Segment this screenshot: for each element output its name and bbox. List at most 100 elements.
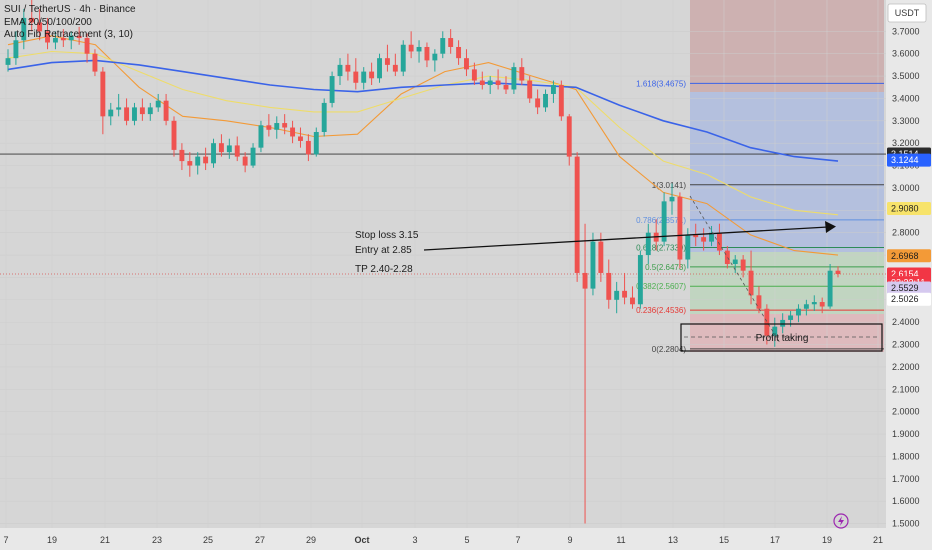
candle-body: [234, 145, 240, 157]
candle-body: [637, 255, 643, 305]
candle-body: [487, 80, 493, 86]
x-tick-label: Oct: [354, 535, 369, 545]
candle-body: [788, 315, 794, 320]
candle-body: [68, 35, 74, 41]
x-tick-label: 19: [47, 535, 57, 545]
candle-body: [60, 38, 66, 41]
candle-body: [724, 250, 730, 264]
candle-body: [163, 100, 169, 121]
candle-body: [377, 58, 382, 79]
flash-icon-bolt: [838, 516, 844, 526]
x-tick-label: 11: [616, 535, 625, 545]
symbol-title: SUI / TetherUS · 4h · Binance: [4, 4, 136, 15]
y-tick-label: 3.5000: [892, 71, 920, 81]
y-tick-label: 2.0000: [892, 407, 920, 417]
candle-body: [448, 38, 454, 47]
candle-body: [796, 308, 801, 316]
fib-level-label: 0.618(2.7339): [636, 243, 686, 252]
y-tick-label: 3.2000: [892, 138, 920, 148]
candle-body: [574, 156, 580, 273]
projection-dashed-line: [689, 195, 781, 344]
price-tag-box: [887, 202, 931, 216]
x-tick-label: 5: [464, 535, 469, 545]
candle-body: [756, 295, 762, 309]
candle-body: [305, 140, 311, 155]
fib-level-label: 0.382(2.5607): [636, 282, 686, 291]
x-tick-label: 9: [567, 535, 572, 545]
y-tick-label: 1.7000: [892, 474, 920, 484]
candle-body: [464, 58, 469, 70]
currency-button[interactable]: USDT: [895, 8, 920, 18]
chart-legend: SUI / TetherUS · 4h · Binance EMA 20/50/…: [4, 4, 136, 42]
x-tick-label: 13: [668, 535, 678, 545]
candle-body: [250, 147, 256, 166]
candle-body: [630, 297, 635, 305]
candle-body: [321, 102, 327, 132]
candle-body: [535, 98, 541, 108]
candle-body: [495, 80, 501, 86]
candle-body: [84, 38, 90, 54]
candle-body: [187, 161, 193, 166]
candle-body: [92, 53, 98, 72]
candle-body: [290, 127, 296, 137]
candle-body: [52, 38, 58, 43]
stop-loss-annotation: Stop loss 3.15: [355, 230, 419, 241]
fib-level-label: 0.236(2.4536): [636, 306, 686, 315]
candle-body: [590, 241, 596, 289]
fib-indicator-label[interactable]: Auto Fib Retracement (3, 10): [4, 29, 133, 40]
profit-taking-box: [680, 323, 883, 352]
y-tick-label: 3.6000: [892, 49, 920, 59]
y-tick-label: 2.8000: [892, 228, 920, 238]
x-tick-label: 21: [100, 535, 110, 545]
profit-taking-label: Profit taking: [756, 333, 809, 344]
price-axis-background: [886, 0, 932, 528]
currency-button-box[interactable]: [887, 3, 927, 23]
price-tag: 2.6154: [891, 269, 919, 279]
y-tick-label: 3.3000: [892, 116, 920, 126]
candle-body: [661, 201, 667, 242]
candle-body: [835, 270, 841, 275]
ema-line: [7, 50, 839, 216]
candle-body: [543, 93, 548, 108]
candle-body: [827, 270, 833, 307]
candle-body: [29, 17, 35, 23]
stop-zone: [690, 0, 884, 92]
candle-body: [384, 58, 390, 65]
price-tag: 2.9080: [891, 204, 919, 214]
candle-body: [614, 290, 620, 300]
price-tag: 2.5529: [891, 283, 919, 293]
candle-body: [392, 64, 398, 72]
green-zone: [690, 252, 884, 314]
candle-body: [139, 107, 145, 115]
entry-arrow-head: [825, 221, 836, 233]
y-tick-label: 2.2000: [892, 362, 920, 372]
ema-indicator-label[interactable]: EMA 20/50/100/200: [4, 16, 92, 28]
candle-body: [345, 64, 351, 72]
candle-body: [369, 71, 375, 79]
fib-level-label: 0.5(2.6473): [645, 263, 686, 272]
entry-arrow-line: [423, 226, 829, 251]
x-tick-label: 29: [306, 535, 316, 545]
candle-body: [716, 232, 722, 251]
candle-body: [132, 107, 137, 121]
price-tag-box: [887, 153, 931, 167]
candle-body: [432, 53, 438, 61]
flash-icon[interactable]: [833, 513, 849, 529]
price-tag-box: [887, 292, 931, 306]
ema-line: [7, 59, 839, 162]
x-tick-label: 7: [515, 535, 520, 545]
y-tick-label: 3.7000: [892, 26, 920, 36]
candle-body: [147, 107, 153, 115]
y-tick-label: 2.1000: [892, 384, 920, 394]
y-tick-label: 2.3000: [892, 340, 920, 350]
candle-body: [416, 46, 422, 52]
candle-body: [21, 17, 27, 41]
price-tag: 2.5026: [891, 294, 919, 304]
candle-body: [479, 80, 485, 86]
candle-body: [440, 38, 446, 54]
x-tick-label: 17: [770, 535, 780, 545]
blue-zone: [690, 92, 884, 252]
candle-body: [803, 304, 809, 309]
candle-body: [471, 69, 477, 81]
